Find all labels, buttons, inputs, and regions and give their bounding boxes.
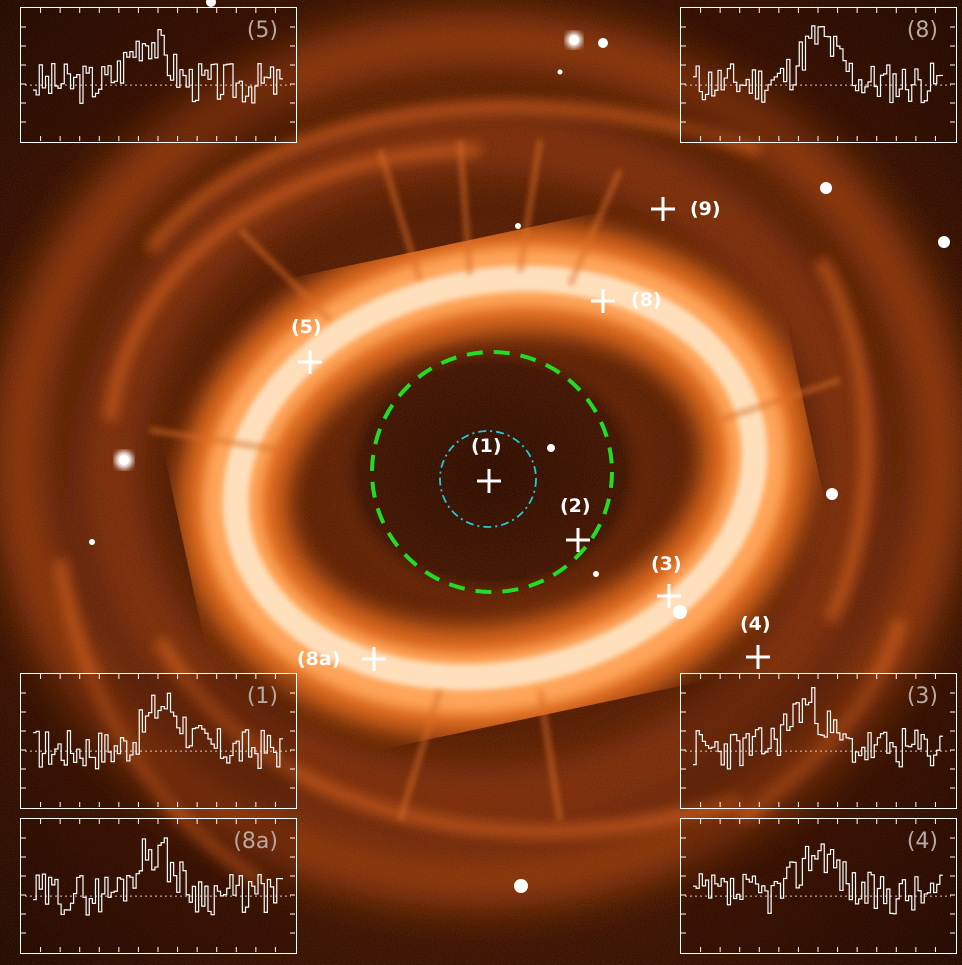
- marker-label-4: (4): [740, 613, 771, 635]
- green-dashed-circle: [370, 350, 614, 594]
- spectrum-inset-8a: (8a): [20, 818, 297, 954]
- spectrum-trace: [33, 692, 283, 770]
- marker-label-8: (8): [631, 289, 662, 311]
- inset-label: (1): [246, 684, 278, 709]
- crosshair-3: [657, 584, 681, 608]
- spectrum-inset-5: (5): [20, 7, 297, 143]
- crosshair-8: [591, 289, 615, 313]
- crosshair-8a: [362, 647, 386, 671]
- marker-label-2: (2): [560, 495, 591, 517]
- spectrum-plot: [21, 674, 295, 807]
- spectrum-inset-1: (1): [20, 673, 297, 809]
- crosshair-1: [477, 469, 501, 493]
- inset-label: (8a): [233, 829, 278, 854]
- spectrum-trace: [693, 25, 943, 104]
- crosshair-2: [566, 528, 590, 552]
- marker-label-9: (9): [690, 198, 721, 220]
- spectrum-plot: [21, 8, 295, 141]
- cyan-dashdot-circle: [439, 430, 537, 528]
- crosshair-4: [746, 645, 770, 669]
- stars: [89, 0, 950, 893]
- inset-label: (5): [246, 18, 278, 43]
- crosshair-markers: [298, 197, 770, 671]
- spectrum-trace: [693, 687, 943, 770]
- spectrum-plot: [681, 674, 955, 807]
- spectrum-trace: [693, 843, 943, 915]
- spectrum-trace: [33, 29, 283, 104]
- inset-label: (3): [906, 684, 938, 709]
- marker-label-5: (5): [291, 316, 322, 338]
- marker-label-3: (3): [651, 553, 682, 575]
- inset-label: (4): [906, 829, 938, 854]
- spectrum-inset-3: (3): [680, 673, 957, 809]
- spectrum-plot: [681, 8, 955, 141]
- spectrum-inset-8: (8): [680, 7, 957, 143]
- marker-label-8a: (8a): [297, 648, 341, 670]
- marker-label-1: (1): [471, 435, 502, 457]
- spectrum-trace: [33, 837, 283, 916]
- spectrum-plot: [21, 819, 295, 952]
- crosshair-5: [298, 350, 322, 374]
- inset-label: (8): [906, 18, 938, 43]
- crosshair-9: [651, 197, 675, 221]
- spectrum-plot: [681, 819, 955, 952]
- spectrum-inset-4: (4): [680, 818, 957, 954]
